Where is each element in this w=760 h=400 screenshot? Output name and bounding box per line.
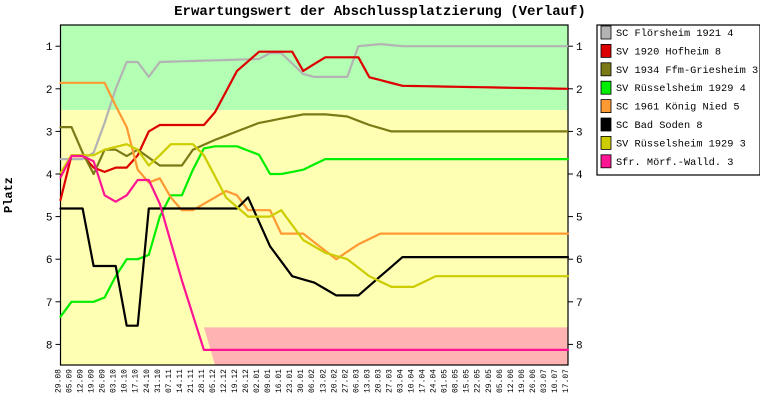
svg-text:13.03: 13.03: [363, 369, 372, 393]
svg-text:17.04: 17.04: [419, 369, 428, 393]
svg-text:30.01: 30.01: [297, 369, 306, 393]
svg-text:SV Rüsselsheim 1929 4: SV Rüsselsheim 1929 4: [616, 83, 746, 95]
svg-text:2: 2: [46, 85, 53, 97]
svg-text:19.06: 19.06: [518, 369, 527, 393]
svg-text:06.02: 06.02: [308, 369, 317, 393]
svg-text:03.10: 03.10: [110, 369, 119, 393]
svg-text:SC Flörsheim 1921 4: SC Flörsheim 1921 4: [616, 28, 733, 40]
svg-text:Sfr. Mörf.-Walld. 3: Sfr. Mörf.-Walld. 3: [616, 157, 733, 169]
svg-text:09.01: 09.01: [264, 369, 273, 393]
svg-text:5: 5: [46, 213, 53, 225]
svg-text:26.06: 26.06: [529, 369, 538, 393]
svg-text:01.05: 01.05: [441, 369, 450, 393]
svg-text:5: 5: [576, 213, 583, 225]
svg-text:3: 3: [576, 127, 583, 139]
svg-text:SC Bad Soden 8: SC Bad Soden 8: [616, 120, 703, 132]
svg-text:SV 1934 Ffm-Griesheim 3: SV 1934 Ffm-Griesheim 3: [616, 65, 758, 77]
svg-text:26.09: 26.09: [99, 369, 108, 393]
svg-text:1: 1: [576, 42, 583, 54]
svg-text:6: 6: [46, 255, 53, 267]
svg-text:23.01: 23.01: [286, 369, 295, 393]
svg-text:10.07: 10.07: [551, 369, 560, 393]
svg-text:1: 1: [46, 42, 53, 54]
svg-text:28.11: 28.11: [198, 369, 207, 393]
svg-text:24.10: 24.10: [143, 369, 152, 393]
svg-text:10.04: 10.04: [408, 369, 417, 393]
svg-text:SV 1920 Hofheim 8: SV 1920 Hofheim 8: [616, 46, 721, 58]
svg-text:29.08: 29.08: [55, 369, 64, 393]
svg-text:SV Rüsselsheim 1929 3: SV Rüsselsheim 1929 3: [616, 138, 746, 150]
svg-text:12.12: 12.12: [220, 369, 229, 393]
svg-text:4: 4: [46, 170, 53, 182]
svg-text:08.05: 08.05: [452, 369, 461, 393]
svg-text:12.09: 12.09: [77, 369, 86, 393]
svg-text:Platz: Platz: [2, 177, 16, 213]
svg-text:17.07: 17.07: [562, 369, 571, 393]
svg-text:05.09: 05.09: [66, 369, 75, 393]
svg-text:8: 8: [46, 340, 53, 352]
svg-text:07.11: 07.11: [165, 369, 174, 393]
svg-text:31.10: 31.10: [154, 369, 163, 393]
svg-text:03.04: 03.04: [397, 369, 406, 393]
svg-text:27.02: 27.02: [341, 369, 350, 393]
svg-text:05.12: 05.12: [209, 369, 218, 393]
svg-text:15.05: 15.05: [463, 369, 472, 393]
svg-text:16.01: 16.01: [275, 369, 284, 393]
svg-text:3: 3: [46, 127, 53, 139]
svg-text:SC 1961 König Nied 5: SC 1961 König Nied 5: [616, 102, 740, 114]
svg-text:4: 4: [576, 170, 583, 182]
svg-text:29.05: 29.05: [485, 369, 494, 393]
svg-text:21.11: 21.11: [187, 369, 196, 393]
svg-text:8: 8: [576, 340, 583, 352]
svg-text:19.12: 19.12: [231, 369, 240, 393]
svg-text:7: 7: [46, 298, 53, 310]
svg-text:20.02: 20.02: [330, 369, 339, 393]
svg-text:17.10: 17.10: [132, 369, 141, 393]
svg-text:05.06: 05.06: [496, 369, 505, 393]
svg-text:2: 2: [576, 85, 583, 97]
svg-text:6: 6: [576, 255, 583, 267]
svg-text:24.04: 24.04: [430, 369, 439, 393]
svg-text:7: 7: [576, 298, 583, 310]
svg-text:02.01: 02.01: [253, 369, 262, 393]
svg-text:12.06: 12.06: [507, 369, 516, 393]
svg-text:22.05: 22.05: [474, 369, 483, 393]
svg-text:19.09: 19.09: [88, 369, 97, 393]
svg-text:20.03: 20.03: [374, 369, 383, 393]
svg-text:06.03: 06.03: [352, 369, 361, 393]
svg-text:14.11: 14.11: [176, 369, 185, 393]
svg-text:10.10: 10.10: [121, 369, 130, 393]
svg-text:03.07: 03.07: [540, 369, 549, 393]
svg-text:13.02: 13.02: [319, 369, 328, 393]
svg-text:27.03: 27.03: [386, 369, 395, 393]
svg-text:26.12: 26.12: [242, 369, 251, 393]
